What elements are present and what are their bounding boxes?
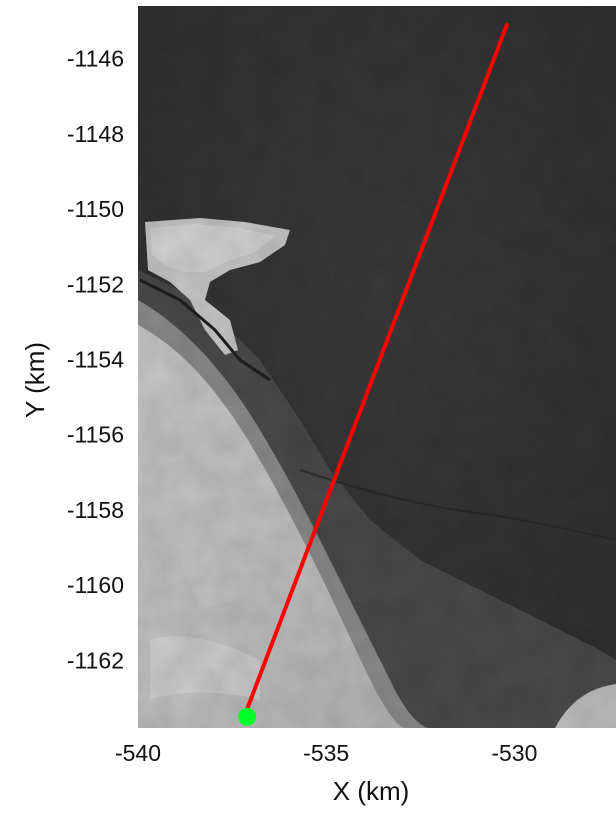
start-point-marker (238, 707, 257, 726)
x-tick-label: -535 (303, 740, 349, 766)
x-axis-ticks: -540 -535 -530 (115, 740, 537, 766)
x-tick-label: -540 (115, 740, 161, 766)
y-axis-ticks: -1146 -1148 -1150 -1152 -1154 -1156 -1158 -1160… (67, 46, 124, 674)
x-tick-label: -530 (491, 740, 537, 766)
x-axis-label: X (km) (333, 776, 410, 806)
y-tick-label: -1158 (67, 497, 124, 523)
y-tick-label: -1148 (67, 121, 124, 147)
y-tick-label: -1162 (67, 647, 124, 673)
satellite-image (138, 6, 616, 728)
y-tick-label: -1160 (67, 572, 124, 598)
transect-line (245, 22, 509, 712)
data-layer (238, 22, 509, 726)
y-tick-label: -1146 (67, 46, 124, 72)
y-tick-label: -1152 (67, 271, 124, 297)
y-tick-label: -1156 (67, 422, 124, 448)
y-axis-label: Y (km) (20, 342, 50, 418)
y-tick-label: -1150 (67, 196, 124, 222)
y-tick-label: -1154 (67, 346, 124, 372)
